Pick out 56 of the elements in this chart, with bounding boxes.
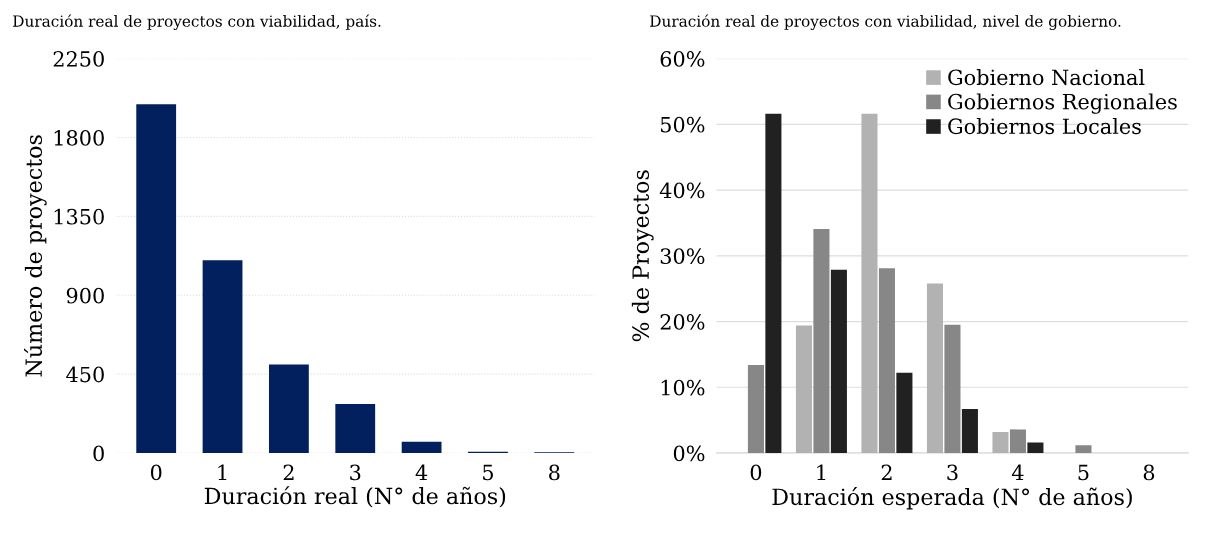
y-tick-label: 40% [659,182,705,199]
x-tick-label: 5 [483,464,493,481]
y-axis-title: Número de proyectos [23,135,47,377]
chart-title: Duración real de proyectos con viabilidad, nivel de gobierno. [650,14,1121,31]
bar [926,283,943,454]
bar [878,268,895,454]
x-tick-label: 1 [218,464,227,480]
bar [795,325,812,454]
x-tick-label: 8 [1143,464,1155,481]
bar [896,372,913,454]
legend-label: Gobierno Nacional [948,69,1145,86]
x-tick-label: 8 [549,464,560,481]
y-tick-label: 900 [66,287,104,304]
bar [202,260,243,454]
x-tick-label: 4 [415,464,428,480]
y-tick-label: 1800 [54,129,104,146]
x-tick-label: 2 [283,464,294,480]
bar [747,364,764,454]
y-tick-label: 20% [660,314,705,330]
y-tick-label: 0% [673,445,705,462]
bar [830,269,847,454]
y-tick-label: 450 [66,366,104,383]
x-tick-label: 1 [817,464,826,480]
chart-title: Duración real de proyectos con viabilidad, país. [13,14,381,31]
y-tick-label: 50% [660,116,705,133]
y-tick-label: 0 [93,445,104,462]
bar [1027,442,1044,454]
bar [861,113,878,454]
x-tick-label: 4 [1011,464,1024,480]
y-tick-label: 60% [660,51,705,67]
x-tick-label: 5 [1078,464,1089,481]
x-tick-label: 2 [881,464,892,480]
x-axis-title: Duración esperada (N° de años) [772,487,1132,510]
bar [813,228,830,454]
y-tick-label: 30% [660,248,705,265]
bar [944,324,961,454]
bar [1009,429,1026,454]
y-tick-label: 2250 [53,51,104,67]
y-tick-label: 10% [661,379,705,396]
x-tick-label: 0 [150,464,162,481]
bar [1075,445,1092,454]
y-tick-label: 1350 [54,208,104,225]
x-tick-label: 0 [750,464,762,481]
bar [268,364,309,454]
legend-label: Gobiernos Regionales [948,93,1177,114]
bar [961,409,978,454]
bar [401,441,442,454]
bar [136,104,177,454]
y-axis-title: % de Proyectos [631,170,654,342]
legend-label: Gobiernos Locales [948,118,1141,135]
bar [335,403,376,454]
x-tick-label: 3 [947,464,958,481]
x-axis-title: Duración real (N° de años) [204,486,506,508]
bar [765,113,782,454]
x-tick-label: 3 [350,464,361,481]
bar [992,432,1009,454]
